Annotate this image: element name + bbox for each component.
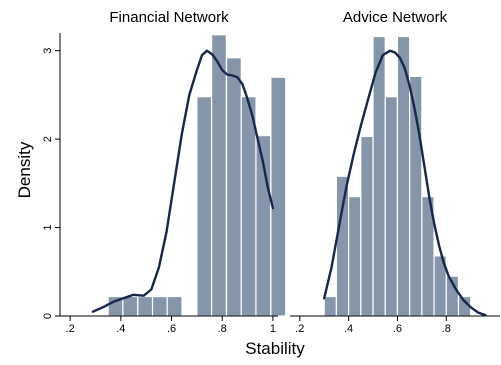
histogram-bar — [225, 57, 242, 317]
panel-title: Financial Network — [109, 9, 229, 26]
y-tick-label: 3 — [42, 48, 54, 54]
x-tick-label: .4 — [344, 323, 353, 335]
panel-2: Advice Network .2 .4 .6 .8 — [290, 9, 500, 335]
y-tick-label: 2 — [42, 136, 54, 142]
x-tick-label: .8 — [218, 323, 227, 335]
histogram-bar — [360, 135, 374, 317]
histogram-bar — [210, 34, 227, 317]
panel-1: Financial Network .2 .4 .6 .8 1 0 1 2 3 — [42, 9, 287, 335]
y-tick-label: 1 — [42, 225, 54, 231]
histogram-bar — [151, 295, 168, 317]
histogram-bar — [166, 295, 183, 317]
x-tick-label: .4 — [116, 323, 125, 335]
x-tick-label: .6 — [393, 323, 402, 335]
density-curve — [91, 49, 275, 313]
y-axis-label: Density — [15, 141, 34, 198]
histogram-bar — [348, 196, 362, 317]
density-curve — [323, 49, 487, 317]
x-tick-label: .2 — [295, 323, 304, 335]
x-tick-label: 1 — [270, 323, 276, 335]
histogram-bar — [384, 96, 399, 317]
histogram-bar — [137, 295, 154, 317]
x-tick-label: .8 — [442, 323, 451, 335]
x-tick-label: .6 — [167, 323, 176, 335]
histogram-bar — [323, 295, 337, 317]
histogram-bar — [270, 76, 287, 317]
histogram-bar — [240, 96, 257, 317]
histogram-bar — [335, 175, 350, 317]
histogram-bar — [196, 96, 213, 317]
x-tick-label: .2 — [66, 323, 75, 335]
y-tick-label: 0 — [42, 313, 54, 319]
panel-title: Advice Network — [343, 9, 448, 26]
histogram-bar — [122, 295, 139, 317]
x-axis-label: Stability — [245, 339, 305, 358]
